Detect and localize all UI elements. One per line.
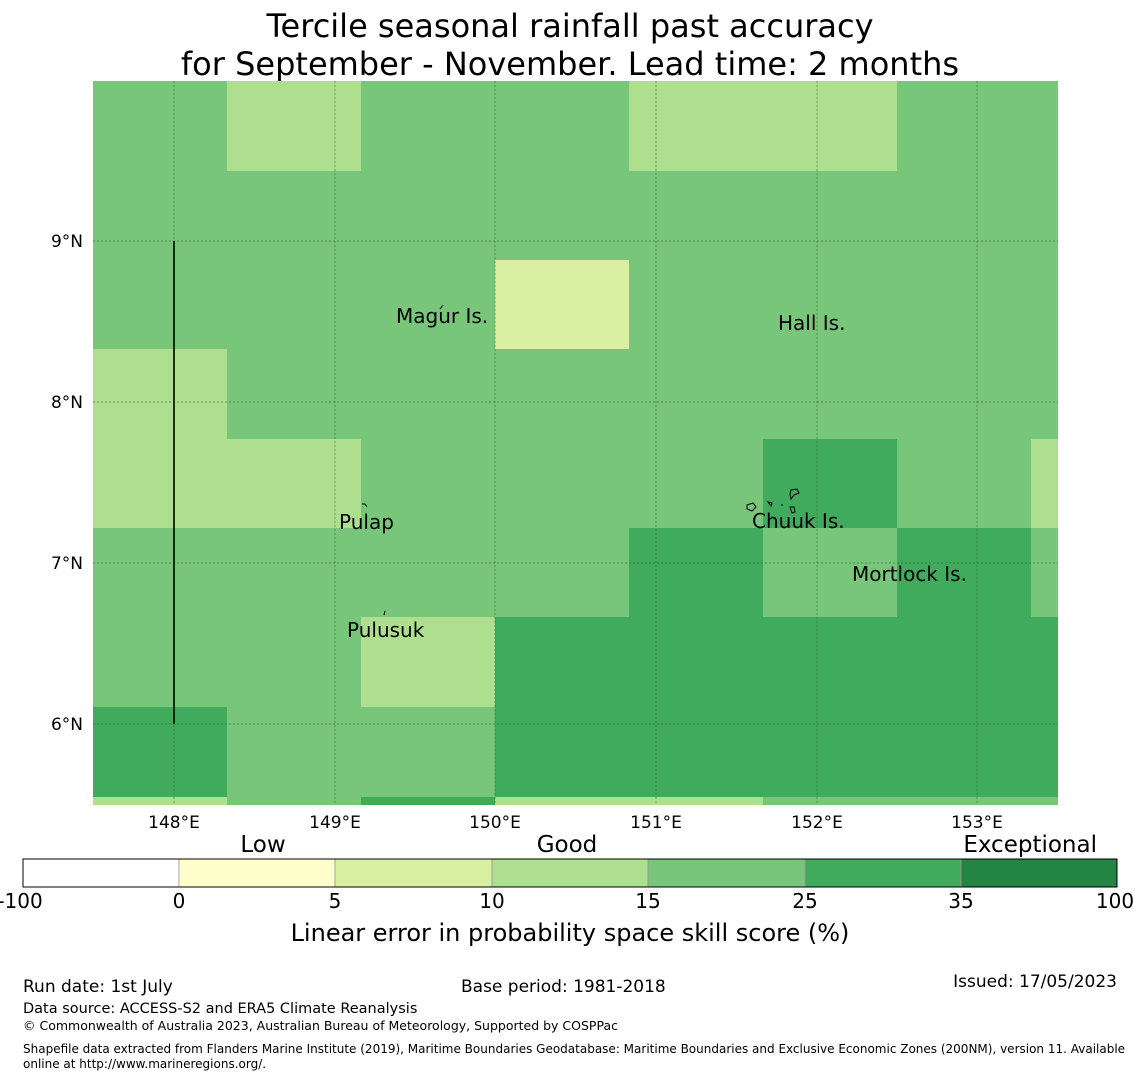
grid-cell bbox=[361, 797, 495, 805]
shapefile-credit-line-2: online at http://www.marineregions.org/. bbox=[23, 1057, 267, 1071]
colorbar bbox=[22, 858, 1118, 888]
grid-cell bbox=[897, 528, 1031, 617]
colorbar-tick: 35 bbox=[948, 889, 973, 913]
grid-cell bbox=[93, 439, 361, 528]
issued-date: Issued: 17/05/2023 bbox=[953, 972, 1117, 992]
grid-cell bbox=[227, 81, 361, 171]
place-label-pulap: Pulap bbox=[339, 510, 394, 534]
grid-cell bbox=[629, 528, 763, 617]
colorbar-border bbox=[22, 858, 1118, 888]
colorbar-swatch bbox=[334, 858, 493, 888]
legend-category-low: Low bbox=[240, 832, 285, 858]
grid-cell bbox=[93, 349, 227, 439]
grid-cell bbox=[629, 81, 897, 171]
grid-cell bbox=[93, 797, 227, 805]
island-outline bbox=[766, 501, 773, 508]
colorbar-tick: 25 bbox=[792, 889, 817, 913]
place-label-chuuk: Chuuk Is. bbox=[752, 509, 845, 533]
lat-tick-label: 7°N bbox=[51, 554, 83, 574]
lon-tick-label: 153°E bbox=[951, 813, 1003, 833]
grid-cell bbox=[93, 707, 227, 797]
island-outline bbox=[439, 304, 444, 310]
colorbar-tick: 15 bbox=[635, 889, 660, 913]
colorbar-tick: 100 bbox=[1096, 889, 1134, 913]
lon-tick-label: 148°E bbox=[148, 813, 200, 833]
lon-tick-label: 152°E bbox=[791, 813, 843, 833]
island-outline bbox=[746, 502, 757, 512]
lat-tick-label: 6°N bbox=[51, 715, 83, 735]
colorbar-swatch bbox=[804, 858, 962, 888]
grid-cell bbox=[495, 617, 1058, 797]
island-outlines bbox=[362, 304, 800, 616]
base-period: Base period: 1981-2018 bbox=[461, 977, 666, 997]
colorbar-tick: 10 bbox=[479, 889, 504, 913]
shapefile-credit-line-1: Shapefile data extracted from Flanders M… bbox=[23, 1042, 1126, 1056]
colorbar-tick: 0 bbox=[173, 889, 186, 913]
graticule bbox=[93, 81, 1058, 805]
island-outline bbox=[383, 610, 386, 616]
lon-tick-label: 151°E bbox=[630, 813, 682, 833]
place-label-mortlock: Mortlock Is. bbox=[852, 562, 967, 586]
lon-tick-label: 150°E bbox=[469, 813, 521, 833]
grid-cell bbox=[495, 260, 629, 349]
grid-cell bbox=[361, 617, 495, 707]
place-label-hall: Hall Is. bbox=[778, 311, 845, 335]
island-outline bbox=[362, 503, 368, 508]
copyright: © Commonwealth of Australia 2023, Austra… bbox=[23, 1018, 618, 1033]
skill-grid bbox=[93, 81, 1058, 805]
island-outline bbox=[789, 488, 800, 501]
lon-tick-label: 149°E bbox=[309, 813, 361, 833]
grid-cell bbox=[1031, 439, 1058, 528]
legend-category-exceptional: Exceptional bbox=[963, 832, 1097, 858]
colorbar-swatch bbox=[491, 858, 649, 888]
chart-title-line-2: for September - November. Lead time: 2 m… bbox=[180, 45, 960, 83]
colorbar-tick: 5 bbox=[329, 889, 342, 913]
legend-category-good: Good bbox=[537, 832, 598, 858]
run-date: Run date: 1st July bbox=[23, 977, 173, 997]
chart-title-line-1: Tercile seasonal rainfall past accuracy bbox=[266, 7, 874, 45]
place-label-pulusuk: Pulusuk bbox=[347, 618, 425, 642]
island-outline bbox=[789, 506, 796, 514]
grid-cell bbox=[495, 797, 763, 805]
colorbar-swatch bbox=[178, 858, 336, 888]
colorbar-swatch bbox=[960, 858, 1118, 888]
grid-cell bbox=[763, 439, 897, 528]
data-source: Data source: ACCESS-S2 and ERA5 Climate … bbox=[23, 1001, 418, 1017]
lat-tick-label: 9°N bbox=[51, 232, 83, 252]
lat-tick-label: 8°N bbox=[51, 393, 83, 413]
colorbar-tick: -100 bbox=[0, 889, 43, 913]
colorbar-swatch bbox=[647, 858, 806, 888]
place-label-magur: Magur Is. bbox=[396, 304, 488, 328]
colorbar-label: Linear error in probability space skill … bbox=[291, 919, 850, 947]
colorbar-swatch bbox=[22, 858, 180, 888]
